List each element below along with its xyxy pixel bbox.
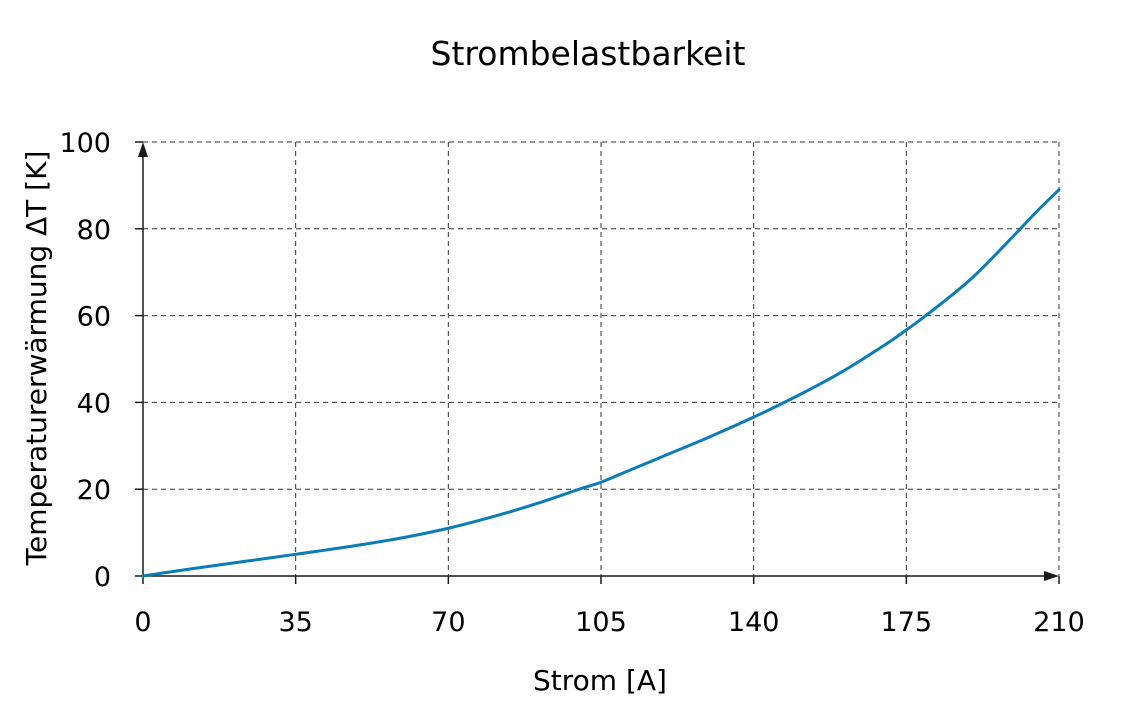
y-tick-label: 20 xyxy=(77,475,111,506)
x-tick-label: 175 xyxy=(881,607,933,638)
y-tick-label: 40 xyxy=(77,388,111,419)
y-tick-labels: 0 20 40 60 80 100 xyxy=(59,128,111,593)
y-tick-label: 60 xyxy=(77,302,111,333)
y-tick-label: 0 xyxy=(94,562,111,593)
x-tick-label: 35 xyxy=(278,607,312,638)
x-tick-label: 70 xyxy=(431,607,465,638)
x-tick-label: 140 xyxy=(728,607,780,638)
y-tick-label: 100 xyxy=(59,128,111,159)
y-axis-label: Temperaturerwärmung ΔT [K] xyxy=(20,151,53,567)
axes xyxy=(135,141,1060,584)
y-tick-label: 80 xyxy=(77,215,111,246)
chart-title: Strombelastbarkeit xyxy=(431,34,746,73)
x-axis-arrow xyxy=(1044,571,1059,581)
x-axis-label: Strom [A] xyxy=(533,664,667,697)
x-tick-labels: 0 35 70 105 140 175 210 xyxy=(134,607,1084,638)
series-line xyxy=(141,188,1061,578)
grid xyxy=(143,141,1060,576)
y-axis-arrow xyxy=(138,142,148,157)
x-tick-label: 105 xyxy=(575,607,627,638)
series-layer xyxy=(141,188,1061,578)
x-tick-label: 210 xyxy=(1033,607,1085,638)
x-tick-label: 0 xyxy=(134,607,151,638)
